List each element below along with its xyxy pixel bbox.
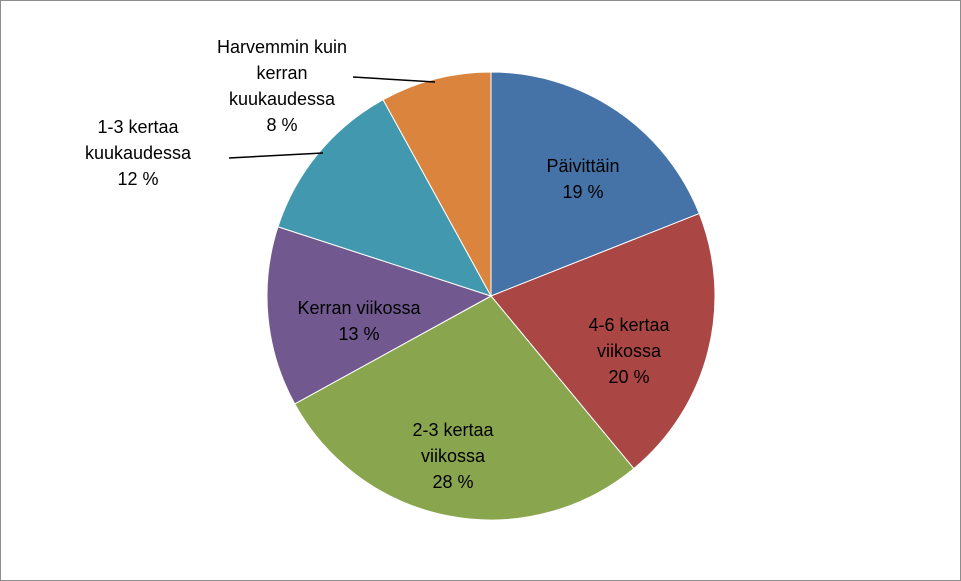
category-name: 2-3 kertaa viikossa xyxy=(412,420,494,466)
value-label: 13 % xyxy=(338,324,380,344)
leader-line xyxy=(352,76,436,83)
pie-slice xyxy=(294,295,635,521)
category-name: 1-3 kertaa kuukaudessa xyxy=(84,117,192,163)
leader-line xyxy=(228,152,324,159)
category-name: Harvemmin kuin kerran kuukaudessa xyxy=(216,37,348,109)
value-label: 19 % xyxy=(562,182,604,202)
value-label: 28 % xyxy=(432,472,474,492)
category-name: Päivittäin xyxy=(546,156,620,176)
category-name: 4-6 kertaa viikossa xyxy=(588,315,670,361)
pie-slice xyxy=(490,71,700,297)
slice-label: 4-6 kertaa viikossa 20 % xyxy=(574,312,684,390)
pie-slice xyxy=(382,71,492,297)
slice-label: 1-3 kertaa kuukaudessa 12 % xyxy=(63,114,213,192)
category-name: Kerran viikossa xyxy=(297,298,421,318)
slice-label: Kerran viikossa 13 % xyxy=(259,295,459,347)
value-label: 8 % xyxy=(266,115,298,135)
slice-label: Harvemmin kuin kerran kuukaudessa 8 % xyxy=(207,34,357,138)
slice-label: 2-3 kertaa viikossa 28 % xyxy=(383,417,523,495)
slice-label: Päivittäin 19 % xyxy=(513,153,653,205)
value-label: 20 % xyxy=(608,367,650,387)
value-label: 12 % xyxy=(117,169,159,189)
pie-slice xyxy=(490,212,716,470)
pie-slice xyxy=(266,226,493,405)
